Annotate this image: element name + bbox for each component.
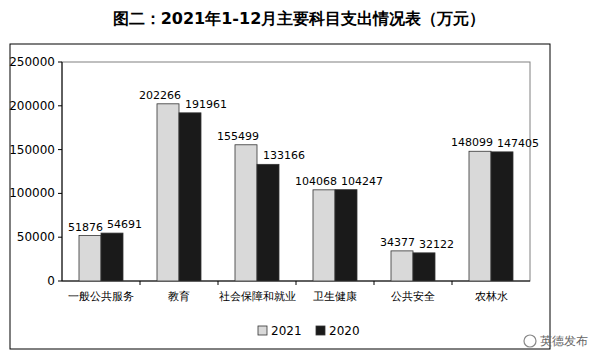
- y-tick-label: 100000: [9, 186, 55, 200]
- y-tick-label: 50000: [17, 230, 55, 244]
- title: 图二：2021年1-12月主要科目支出情况表（万元）: [113, 9, 486, 28]
- watermark: 英德发布: [540, 334, 588, 348]
- x-tick-label: 农林水: [475, 290, 508, 303]
- data-label: 148099: [451, 136, 493, 149]
- bar: [257, 164, 279, 281]
- data-label: 155499: [217, 130, 259, 143]
- y-tick-label: 250000: [9, 55, 55, 69]
- bar: [157, 104, 179, 281]
- y-tick: [58, 62, 62, 63]
- y-tick-label: 150000: [9, 143, 55, 157]
- x-tick-label: 卫生健康: [313, 290, 357, 303]
- bar: [391, 251, 413, 281]
- bar: [235, 145, 257, 281]
- y-tick: [58, 149, 62, 150]
- y-tick-label: 200000: [9, 99, 55, 113]
- data-label: 202266: [139, 89, 181, 102]
- x-tick: [296, 281, 297, 285]
- bar: [491, 152, 513, 281]
- bars: [79, 104, 513, 281]
- data-label: 51876: [68, 221, 103, 234]
- x-tick: [374, 281, 375, 285]
- chart-root: 图二：2021年1-12月主要科目支出情况表（万元） 0 50000 100000 15…: [0, 0, 598, 357]
- y-tick-label: 0: [47, 274, 55, 288]
- chart-svg: 图二：2021年1-12月主要科目支出情况表（万元） 0 50000 100000 15…: [0, 0, 598, 357]
- data-label: 32122: [419, 238, 454, 251]
- y-tick: [58, 193, 62, 194]
- data-label: 104068: [295, 175, 337, 188]
- x-tick-label: 一般公共服务: [68, 290, 134, 303]
- data-labels: 51876 54691 202266 191961 155499 133166 104068…: [68, 89, 539, 251]
- data-label: 191961: [185, 98, 227, 111]
- x-tick-label: 公共安全: [391, 290, 435, 303]
- plot-frame: [62, 62, 530, 281]
- legend-label: 2021: [271, 324, 302, 338]
- legend-label: 2020: [329, 324, 360, 338]
- chart-border: [10, 44, 550, 349]
- bar: [335, 190, 357, 281]
- legend-swatch: [316, 326, 325, 335]
- bar: [469, 151, 491, 281]
- x-tick-label: 社会保障和就业: [219, 290, 296, 303]
- y-tick: [58, 281, 62, 282]
- legend: 2021 2020: [258, 324, 360, 338]
- y-tick: [58, 105, 62, 106]
- bar: [313, 190, 335, 281]
- bar: [179, 113, 201, 281]
- y-tick: [58, 237, 62, 238]
- data-label: 133166: [263, 149, 305, 162]
- watermark-icon: [524, 335, 536, 347]
- legend-swatch: [258, 326, 267, 335]
- bar: [101, 233, 123, 281]
- x-tick: [452, 281, 453, 285]
- y-axis: [62, 62, 63, 281]
- bar: [413, 253, 435, 281]
- x-tick: [140, 281, 141, 285]
- data-label: 34377: [380, 236, 415, 249]
- bar: [79, 236, 101, 281]
- data-label: 147405: [497, 137, 539, 150]
- x-tick: [218, 281, 219, 285]
- data-label: 104247: [341, 175, 383, 188]
- data-label: 54691: [107, 218, 142, 231]
- x-tick-label: 教育: [168, 290, 190, 303]
